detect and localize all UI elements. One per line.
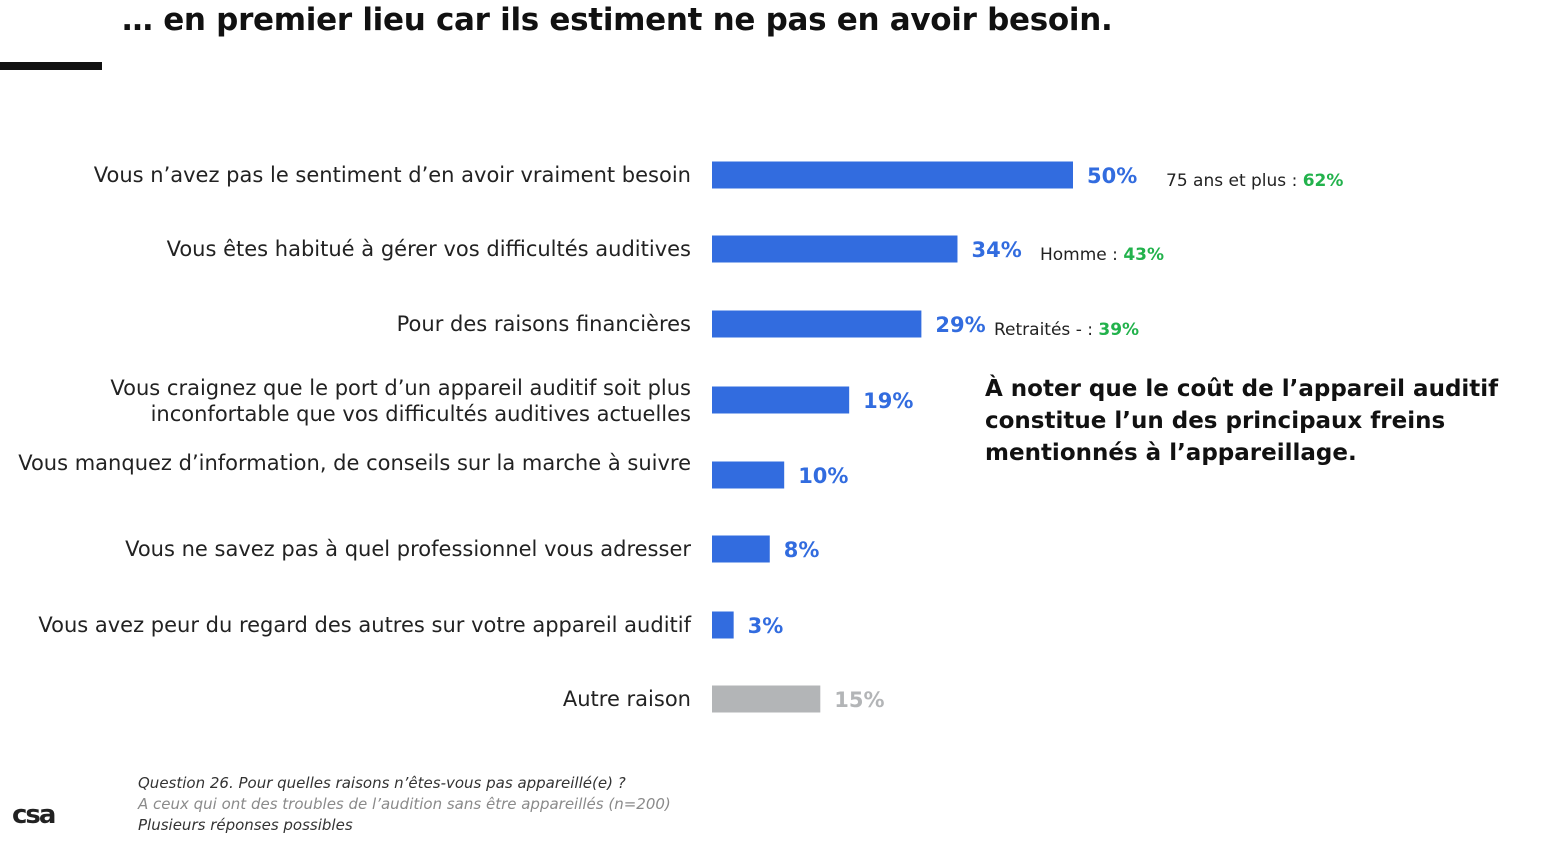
category-label-6: Vous ne savez pas à quel professionnel v…: [125, 537, 691, 561]
subgroup-note-1: 75 ans et plus : 62%: [1166, 171, 1343, 191]
csa-logo: csa: [12, 800, 56, 830]
value-label-2: 34%: [971, 238, 1021, 262]
footer-question: Question 26. Pour quelles raisons n’êtes…: [138, 774, 626, 792]
page-title: … en premier lieu car ils estiment ne pa…: [122, 2, 1113, 38]
value-label-8: 15%: [834, 688, 884, 712]
category-label-3: Pour des raisons financières: [397, 312, 691, 336]
subgroup-note-3: Retraités - : 39%: [994, 320, 1139, 340]
value-label-7: 3%: [748, 614, 784, 638]
value-label-4: 19%: [863, 389, 913, 413]
bar-7: [712, 611, 734, 639]
title-underline: [0, 62, 102, 70]
bar-4: [712, 386, 850, 414]
category-label-2: Vous êtes habitué à gérer vos difficulté…: [167, 237, 691, 261]
value-label-3: 29%: [935, 313, 985, 337]
category-label-1: Vous n’avez pas le sentiment d’en avoir …: [94, 163, 691, 187]
bar-8: [712, 685, 821, 713]
category-label-8: Autre raison: [563, 687, 691, 711]
bar-5: [712, 461, 785, 489]
value-label-5: 10%: [798, 464, 848, 488]
bar-1: [712, 161, 1073, 189]
bar-3: [712, 310, 922, 338]
subgroup-note-2: Homme : 43%: [1040, 245, 1164, 265]
footer-multi: Plusieurs réponses possibles: [138, 816, 353, 834]
bar-6: [712, 535, 770, 563]
bar-2: [712, 235, 958, 263]
footer-notes: Question 26. Pour quelles raisons n’êtes…: [138, 773, 671, 836]
category-label-5: Vous manquez d’information, de conseils …: [18, 451, 691, 475]
value-label-1: 50%: [1087, 164, 1137, 188]
logo-text: csa: [12, 800, 56, 830]
category-label-7: Vous avez peur du regard des autres sur …: [38, 613, 691, 637]
footer-base: A ceux qui ont des troubles de l’auditio…: [138, 795, 671, 813]
category-label-4: Vous craignez que le port d’un appareil …: [110, 376, 691, 426]
callout-note: À noter que le coût de l’appareil auditi…: [985, 376, 1499, 466]
value-label-6: 8%: [784, 538, 820, 562]
